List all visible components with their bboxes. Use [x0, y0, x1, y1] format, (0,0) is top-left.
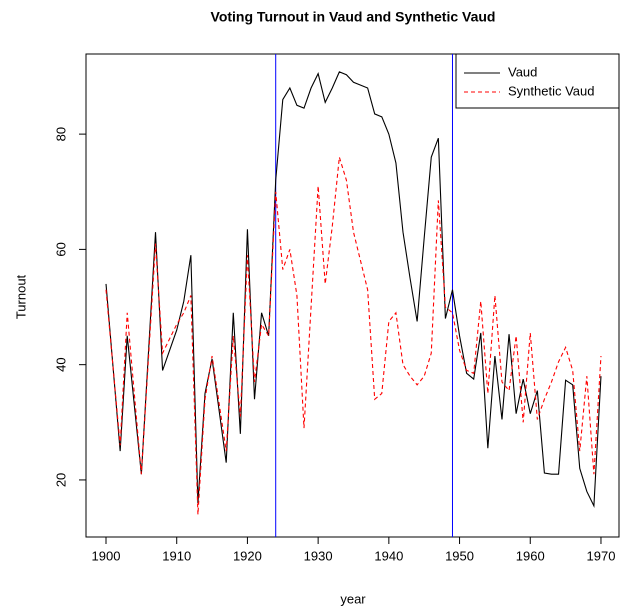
- x-tick-label: 1930: [304, 548, 333, 563]
- legend-label: Synthetic Vaud: [508, 83, 594, 98]
- series-line: [105, 71, 602, 509]
- y-tick-label: 40: [53, 357, 68, 371]
- y-axis-label: Turnout: [13, 274, 28, 319]
- x-tick-label: 1910: [162, 548, 191, 563]
- chart-title: Voting Turnout in Vaud and Synthetic Vau…: [211, 9, 496, 25]
- legend-box: [455, 53, 620, 109]
- x-axis-label: year: [340, 591, 366, 606]
- y-tick-label: 80: [53, 127, 68, 141]
- y-tick-label: 60: [53, 242, 68, 256]
- x-tick-label: 1960: [516, 548, 545, 563]
- series-line: [105, 157, 602, 515]
- x-tick-label: 1970: [587, 548, 616, 563]
- plot-frame: [85, 53, 620, 538]
- x-tick-label: 1900: [92, 548, 121, 563]
- y-tick-label: 20: [53, 473, 68, 487]
- legend-label: Vaud: [508, 64, 537, 79]
- x-tick-label: 1950: [445, 548, 474, 563]
- x-tick-label: 1940: [374, 548, 403, 563]
- x-tick-label: 1920: [233, 548, 262, 563]
